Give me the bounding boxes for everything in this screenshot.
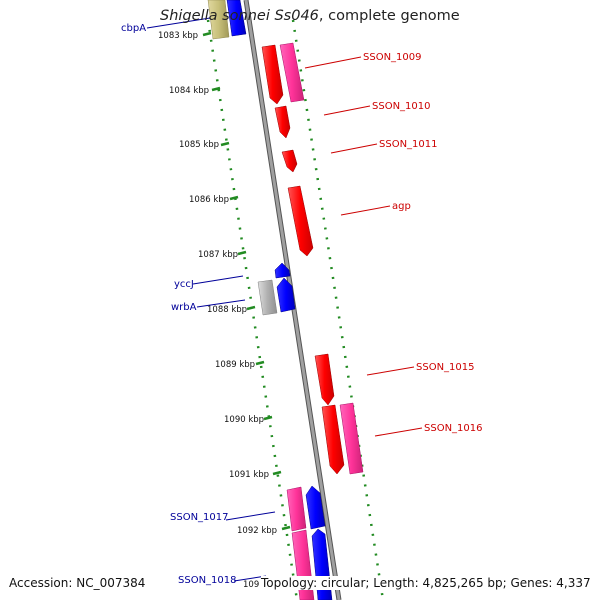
tick-label-1092: 1092 kbp: [237, 526, 277, 536]
tick-label-1085: 1085 kbp: [179, 140, 219, 150]
tick-label-1091: 1091 kbp: [229, 470, 269, 480]
gene-SSON_1016-red: [321, 404, 345, 475]
tick-label-1089: 1089 kbp: [215, 360, 255, 370]
organism-name: Shigella sonnei Ss046: [160, 8, 319, 24]
tick-1088: [246, 305, 256, 311]
leader-yccJ: [192, 275, 244, 285]
leader-SSON_1015: [366, 366, 415, 376]
tick-labels: 1083 kbp 1084 kbp 1085 kbp 1086 kbp 1087…: [158, 31, 277, 590]
leader-SSON_1017: [225, 511, 276, 521]
gene-SSON_1011[interactable]: [281, 149, 298, 173]
gene-agp-shape: [287, 185, 314, 257]
gene-label-yccJ[interactable]: yccJ: [174, 279, 194, 290]
gene-label-SSON_1010[interactable]: SSON_1010: [372, 101, 431, 112]
tick-label-1087: 1087 kbp: [198, 250, 238, 260]
leader-SSON_1018: [233, 575, 267, 582]
gene-cbpA[interactable]: [207, 0, 247, 40]
gene-label-wrbA[interactable]: wrbA: [171, 302, 197, 313]
gene-label-cbpA[interactable]: cbpA: [121, 23, 146, 34]
gene-label-SSON_1011[interactable]: SSON_1011: [379, 139, 438, 150]
gene-label-SSON_1018[interactable]: SSON_1018: [178, 575, 237, 586]
leader-agp: [340, 205, 391, 216]
tick-1087: [237, 250, 247, 256]
gene-cbpA-blue: [226, 0, 247, 37]
gene-wrbA[interactable]: [257, 277, 296, 316]
leader-SSON_1010: [323, 105, 371, 116]
gene-SSON_1016[interactable]: [321, 402, 364, 475]
gene-SSON_1010-shape: [274, 105, 291, 139]
outer-dotted-guide: [291, 19, 385, 600]
leader-lines: [146, 17, 423, 582]
leader-wrbA: [196, 299, 246, 308]
gene-SSON_1015[interactable]: [314, 353, 335, 406]
gene-SSON_1010[interactable]: [274, 105, 291, 139]
leader-SSON_1009: [304, 56, 362, 69]
leader-SSON_1011: [330, 143, 378, 154]
tick-1092: [281, 525, 291, 531]
tick-label-1090: 1090 kbp: [224, 415, 264, 425]
gene-SSON_1017[interactable]: [286, 485, 326, 532]
tick-1089: [255, 360, 265, 366]
tick-label-1083: 1083 kbp: [158, 31, 198, 41]
leader-SSON_1016: [374, 427, 423, 437]
topology-text: Topology: circular; Length: 4,825,265 bp…: [261, 576, 591, 590]
tick-1084: [211, 86, 221, 92]
map-footer: Accession: NC_007384 Topology: circular;…: [0, 574, 600, 594]
tick-1090: [263, 415, 273, 421]
gene-SSON_1009[interactable]: [261, 42, 305, 105]
gene-SSON_1009-pink: [279, 42, 305, 103]
gene-SSON_1016-pink: [339, 402, 364, 475]
gene-wrbA-blue: [276, 277, 296, 313]
gene-label-SSON_1015[interactable]: SSON_1015: [416, 362, 475, 373]
tick-label-1084: 1084 kbp: [169, 86, 209, 96]
gene-wrbA-gray: [257, 279, 278, 316]
gene-label-SSON_1016[interactable]: SSON_1016: [424, 423, 483, 434]
tick-label-1088: 1088 kbp: [207, 305, 247, 315]
gene-yccJ-shape: [274, 262, 291, 279]
gene-SSON_1015-shape: [314, 353, 335, 406]
tick-label-1086: 1086 kbp: [189, 195, 229, 205]
gene-label-SSON_1009[interactable]: SSON_1009: [363, 52, 422, 63]
tick-1083: [202, 31, 212, 37]
gene-SSON_1017-blue: [305, 485, 326, 530]
tick-1086: [229, 195, 239, 201]
tick-label-1093: 109: [243, 580, 259, 590]
leader-cbpA: [146, 17, 211, 29]
map-title: Shigella sonnei Ss046, complete genome: [160, 8, 460, 24]
title-suffix: , complete genome: [318, 8, 460, 24]
accession-text: Accession: NC_007384: [9, 576, 146, 590]
tick-1091: [272, 470, 282, 476]
gene-label-agp[interactable]: agp: [392, 201, 411, 212]
gene-cbpA-olive: [207, 0, 230, 40]
tick-1085: [220, 141, 230, 147]
gene-yccJ[interactable]: [274, 262, 291, 279]
gene-label-SSON_1017[interactable]: SSON_1017: [170, 512, 229, 523]
gene-agp[interactable]: [287, 185, 314, 257]
gene-SSON_1011-shape: [281, 149, 298, 173]
gene-SSON_1009-red: [261, 44, 284, 105]
gene-SSON_1017-pink: [286, 486, 307, 532]
